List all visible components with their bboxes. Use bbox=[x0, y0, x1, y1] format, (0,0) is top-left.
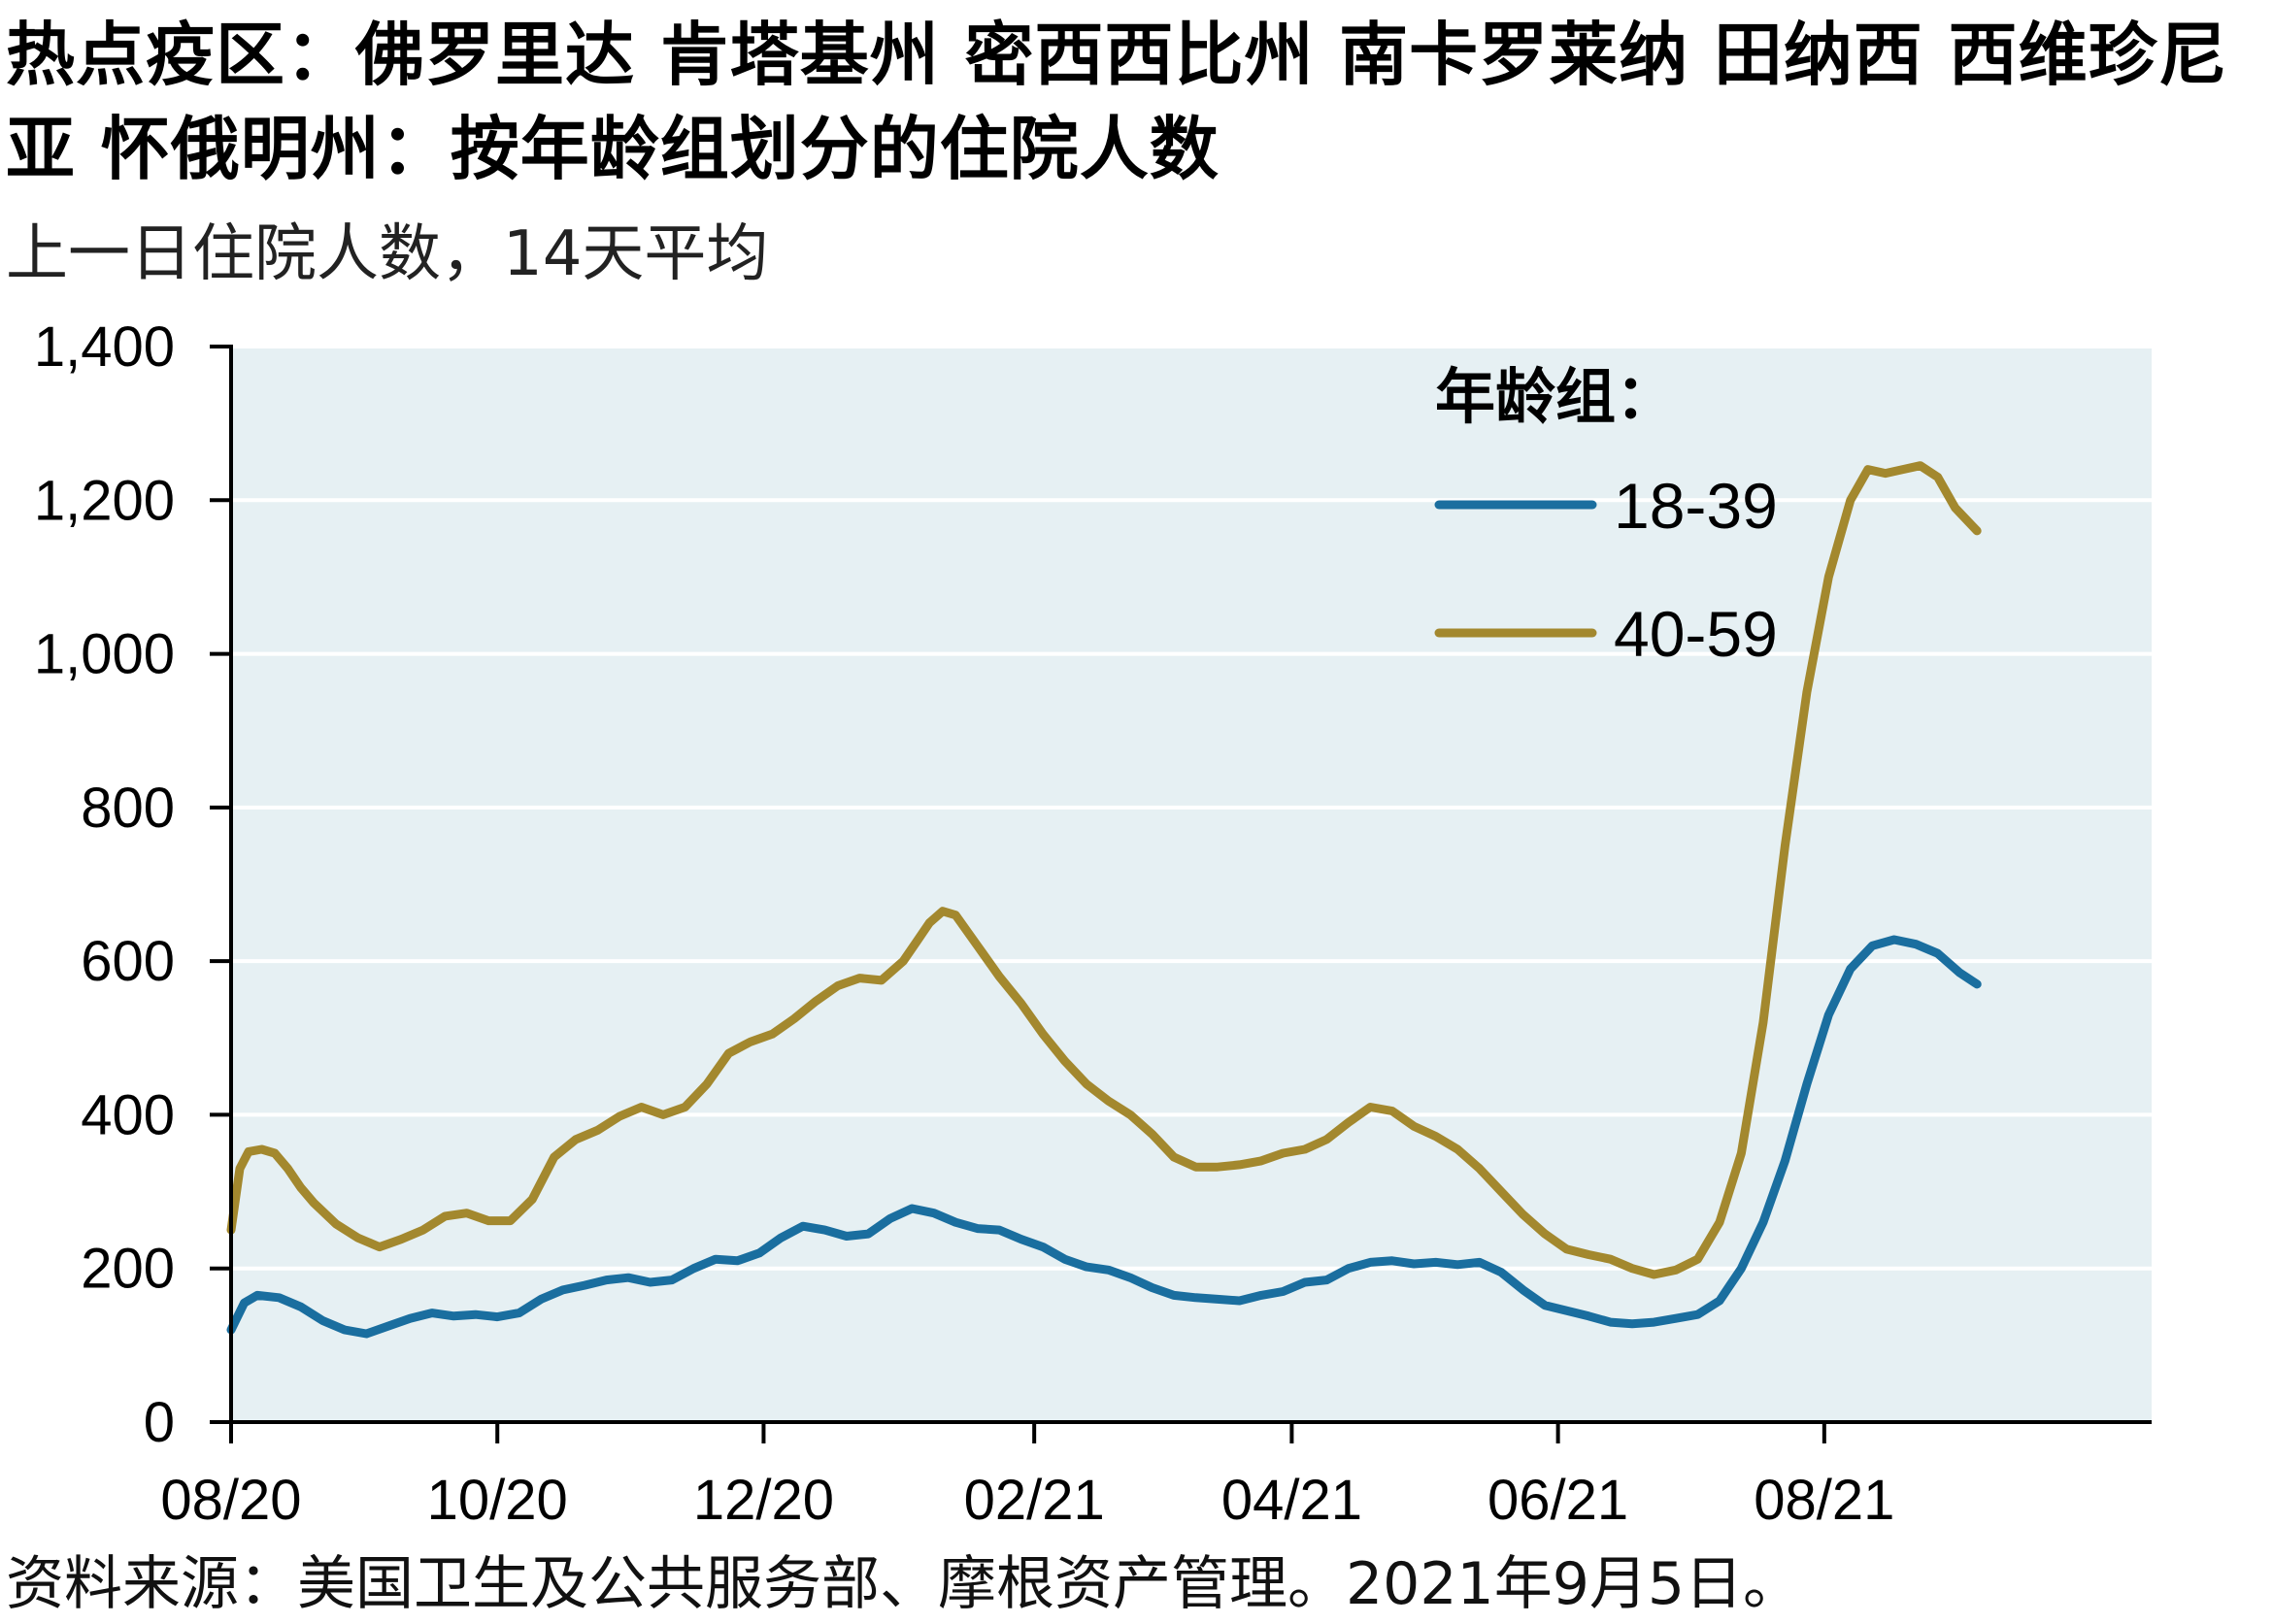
axes bbox=[229, 345, 2152, 1424]
chart-subtitle: 上一日住院人数，14天平均 bbox=[6, 218, 769, 290]
source-note: 资料来源：美国卫生及公共服务部、摩根资产管理。2021年9月5日。 bbox=[6, 1550, 1802, 1618]
y-tick-label: 200 bbox=[81, 1238, 175, 1301]
chart-title: 热点疫区：佛罗里达 肯塔基州 密西西比州 南卡罗莱纳 田纳西 西维珍尼亚 怀俄明… bbox=[6, 15, 2228, 189]
x-tick-label: 10/20 bbox=[427, 1469, 568, 1532]
legend: 年龄组： 18-39 40-59 bbox=[1434, 361, 1778, 670]
y-tick-label: 0 bbox=[144, 1391, 175, 1454]
x-axis-ticks: 08/20 10/20 12/20 02/21 04/21 06/21 08/21 bbox=[160, 1422, 1894, 1532]
x-tick-label: 08/21 bbox=[1754, 1469, 1894, 1532]
x-tick-label: 04/21 bbox=[1221, 1469, 1362, 1532]
plot-background bbox=[231, 347, 2152, 1422]
gridlines bbox=[231, 345, 2152, 1271]
legend-label-40-59: 40-59 bbox=[1614, 598, 1778, 670]
y-tick-label: 800 bbox=[81, 777, 175, 840]
x-tick-label: 12/20 bbox=[693, 1469, 834, 1532]
x-tick-label: 08/20 bbox=[160, 1469, 301, 1532]
series-line-40-59 bbox=[226, 461, 1982, 1279]
legend-label-18-39: 18-39 bbox=[1614, 470, 1778, 542]
y-tick-label: 1,200 bbox=[34, 469, 175, 532]
series-line-18-39 bbox=[226, 935, 1982, 1339]
x-tick-label: 06/21 bbox=[1487, 1469, 1628, 1532]
y-tick-label: 400 bbox=[81, 1083, 175, 1146]
x-tick-label: 02/21 bbox=[964, 1469, 1105, 1532]
series-lines bbox=[226, 461, 1982, 1339]
y-tick-label: 1,400 bbox=[34, 315, 175, 379]
line-chart: 0 200 400 600 800 1,000 1,200 1,400 08/20 10/20 1… bbox=[34, 315, 2152, 1532]
y-tick-label: 1,000 bbox=[34, 623, 175, 686]
legend-title: 年龄组： bbox=[1435, 361, 1676, 432]
y-tick-label: 600 bbox=[81, 930, 175, 993]
y-axis-ticks: 0 200 400 600 800 1,000 1,200 1,400 bbox=[34, 315, 231, 1454]
